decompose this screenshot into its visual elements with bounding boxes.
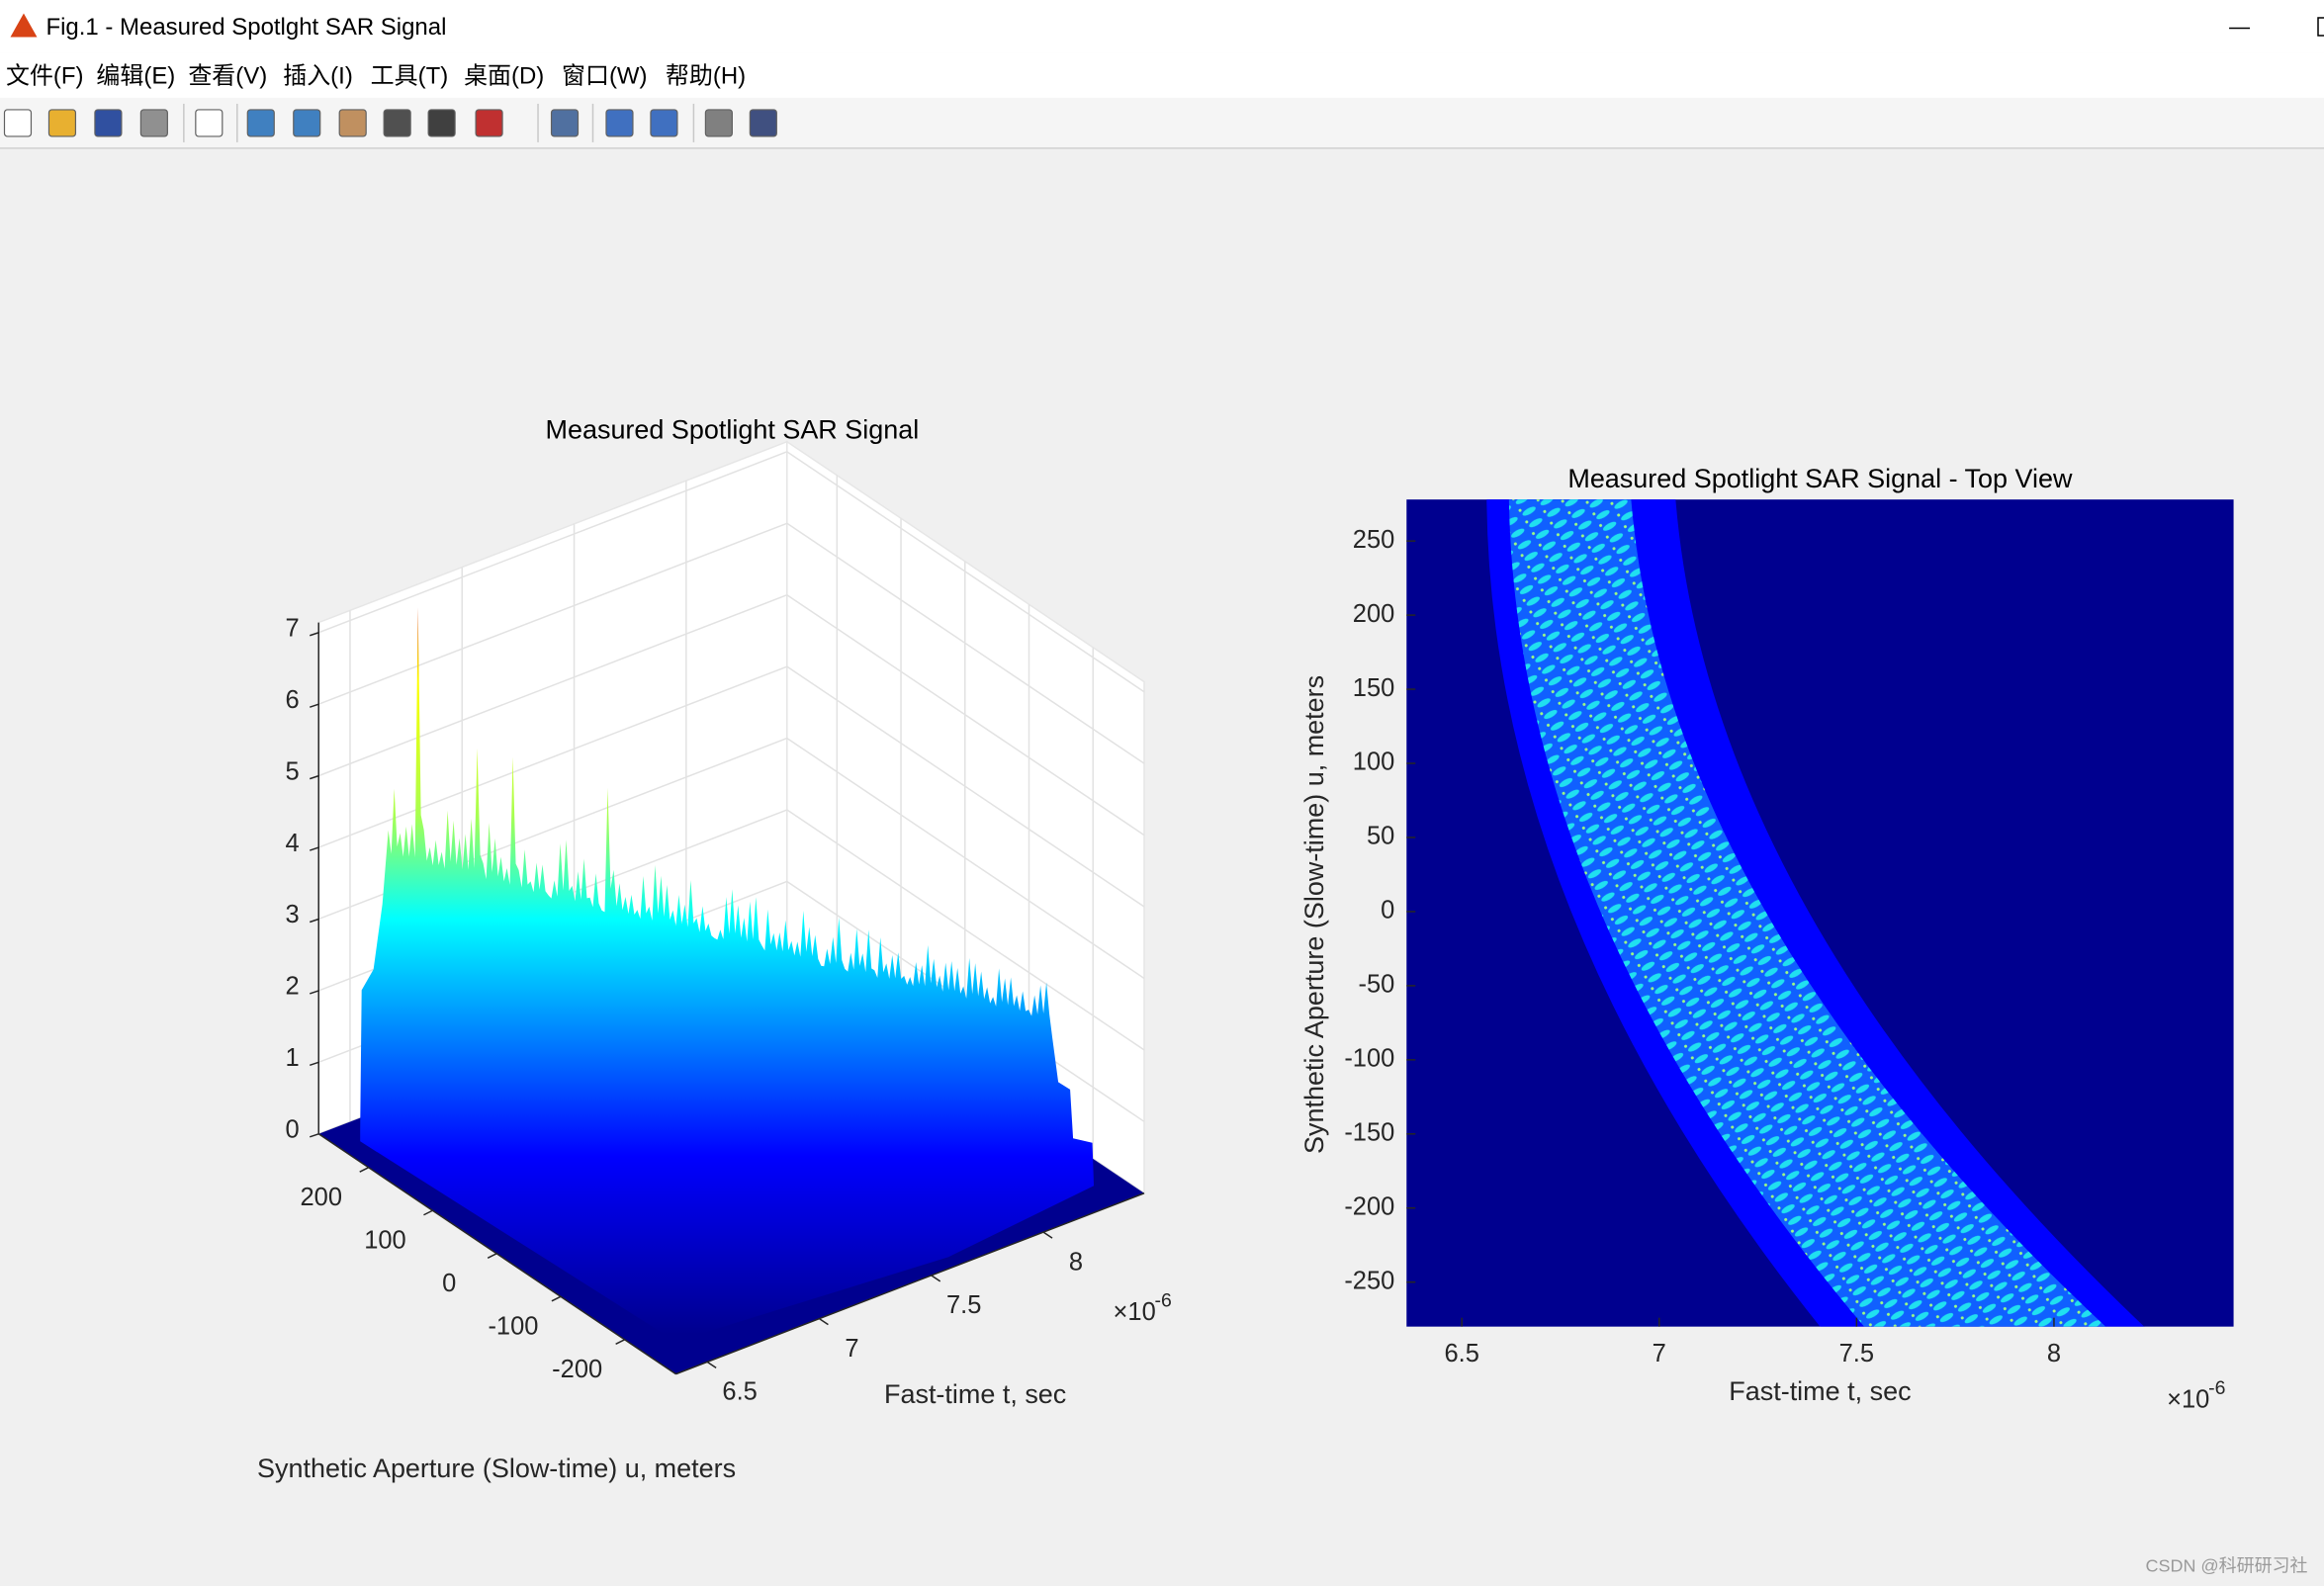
menu-item[interactable]: 窗口(W) (562, 62, 648, 89)
toolbar-button[interactable] (338, 109, 367, 137)
z-tick (309, 990, 319, 995)
x-tick-label: 6.5 (722, 1378, 757, 1406)
y-tick-label: -200 (552, 1356, 602, 1383)
z-tick (309, 1133, 319, 1138)
menu-item[interactable]: 桌面(D) (464, 62, 544, 89)
z-tick (309, 632, 319, 637)
grid-line (317, 451, 788, 634)
y-tick (551, 1295, 562, 1302)
grid-line (317, 522, 788, 705)
menu-item[interactable]: 查看(V) (188, 62, 267, 89)
z-tick-label: 7 (286, 614, 300, 642)
toolbar-button[interactable] (650, 109, 678, 137)
heatmap-band (1486, 499, 2145, 1327)
toolbar-button[interactable] (605, 109, 634, 137)
surface (360, 607, 1095, 1342)
y-tick-label: 100 (1353, 749, 1394, 776)
toolbar-button[interactable] (704, 109, 733, 137)
x-tick (931, 1275, 941, 1282)
y-tick-label: -200 (1344, 1192, 1394, 1220)
y-tick-label: 0 (1381, 897, 1394, 925)
z-tick-label: 4 (286, 830, 300, 857)
y-axis-label: Synthetic Aperture (Slow-time) u, meters (257, 1454, 736, 1483)
window-title: Fig.1 - Measured Spotlght SAR Signal (45, 14, 446, 41)
z-tick-label: 2 (286, 973, 300, 1001)
y-tick (359, 1167, 370, 1173)
y-axis-label: Synthetic Aperture (Slow-time) u, meters (1299, 675, 1329, 1154)
toolbar-button[interactable] (47, 109, 77, 137)
app-icon (10, 13, 38, 38)
y-tick-label: 200 (1353, 600, 1394, 628)
chart-title: Measured Spotlight SAR Signal (546, 414, 920, 444)
watermark: CSDN @科研研习社 (2146, 1555, 2308, 1575)
x-tick (819, 1318, 829, 1326)
z-tick-label: 5 (286, 757, 300, 785)
x-tick-label: 7 (1653, 1340, 1666, 1367)
chart-title: Measured Spotlight SAR Signal - Top View (1567, 464, 2073, 493)
x-exponent-power: -6 (2208, 1377, 2225, 1399)
x-tick-label: 8 (1069, 1248, 1083, 1276)
x-tick-label: 8 (2047, 1340, 2061, 1367)
y-tick-label: -250 (1344, 1267, 1394, 1294)
toolbar-button[interactable] (139, 109, 168, 137)
title-bar (0, 0, 2324, 53)
y-tick-label: 0 (442, 1270, 456, 1297)
menu-item[interactable]: 工具(T) (371, 62, 449, 89)
inner-band (1508, 499, 2106, 1327)
grid-line (317, 594, 788, 777)
toolbar-button[interactable] (3, 109, 33, 137)
y-tick-label: 200 (301, 1184, 342, 1211)
x-exponent-base: ×10 (1114, 1298, 1156, 1326)
z-tick (309, 1061, 319, 1067)
x-tick (1042, 1231, 1053, 1239)
menu-item[interactable]: 文件(F) (6, 62, 84, 89)
toolbar-button[interactable] (475, 109, 503, 137)
y-tick-label: 250 (1353, 526, 1394, 554)
toolbar-button[interactable] (550, 109, 580, 137)
y-tick (487, 1253, 497, 1259)
toolbar-button[interactable] (293, 109, 321, 137)
x-axis-label: Fast-time t, sec (884, 1379, 1066, 1409)
menu-item[interactable]: 帮助(H) (666, 62, 746, 89)
maximize-button[interactable] (2317, 17, 2324, 37)
x-tick-label: 7 (845, 1335, 858, 1363)
toolbar-button[interactable] (749, 109, 777, 137)
z-tick-label: 1 (286, 1044, 300, 1072)
grid-line (317, 665, 788, 848)
toolbar-button[interactable] (427, 109, 456, 137)
toolbar-button[interactable] (383, 109, 411, 137)
y-tick (423, 1209, 433, 1216)
menu-bar (0, 52, 2324, 98)
x-exponent-base: ×10 (2167, 1385, 2209, 1413)
y-tick-label: 150 (1353, 674, 1394, 702)
y-tick (615, 1339, 625, 1345)
z-tick-label: 0 (286, 1116, 300, 1144)
y-tick-label: -100 (488, 1313, 538, 1341)
z-tick (309, 703, 319, 708)
axis-line (317, 1133, 676, 1375)
z-tick (309, 918, 319, 924)
z-tick (309, 774, 319, 780)
menu-item[interactable]: 插入(I) (283, 62, 353, 89)
y-tick-label: -150 (1344, 1119, 1394, 1147)
menu-item[interactable]: 编辑(E) (96, 62, 175, 89)
z-tick-label: 6 (286, 686, 300, 714)
x-axis-label: Fast-time t, sec (1729, 1376, 1911, 1406)
axis-line (675, 1192, 1145, 1375)
x-tick (706, 1361, 717, 1369)
y-tick-label: 50 (1367, 823, 1394, 850)
y-tick-label: 100 (364, 1226, 405, 1254)
x-exponent-power: -6 (1155, 1289, 1172, 1311)
z-tick-label: 3 (286, 901, 300, 928)
x-tick-label: 7.5 (946, 1291, 981, 1319)
toolbar-button[interactable] (195, 109, 223, 137)
z-tick (309, 846, 319, 851)
y-tick-label: -50 (1358, 971, 1394, 999)
toolbar-button[interactable] (94, 109, 123, 137)
toolbar-button[interactable] (246, 109, 275, 137)
x-tick-label: 7.5 (1839, 1340, 1874, 1367)
y-tick-label: -100 (1344, 1045, 1394, 1073)
x-tick-label: 6.5 (1444, 1340, 1478, 1367)
